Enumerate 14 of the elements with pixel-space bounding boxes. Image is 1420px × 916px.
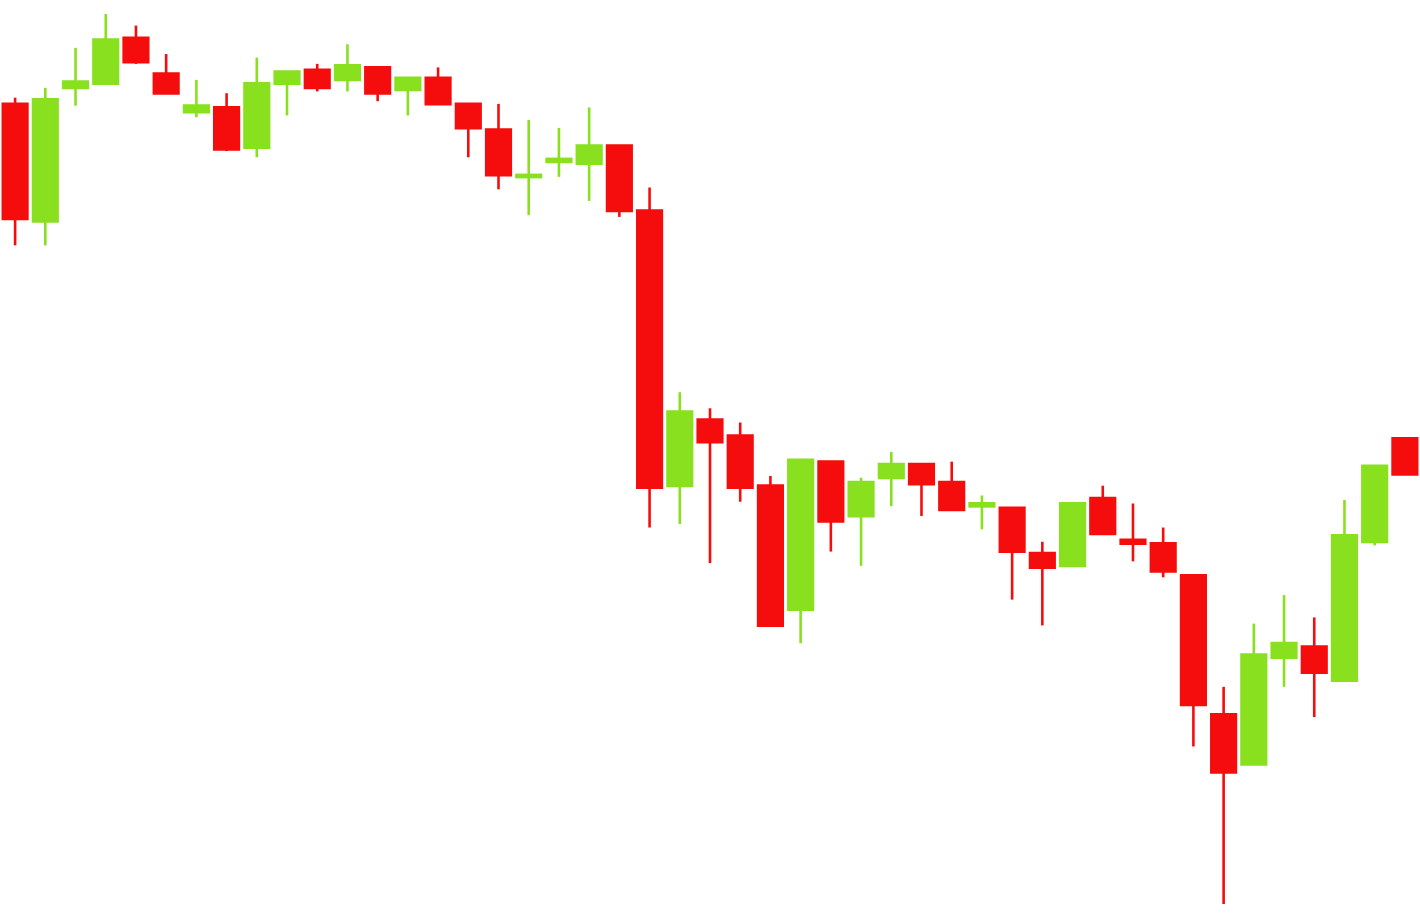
candlestick bbox=[1391, 437, 1419, 476]
candlestick bbox=[303, 62, 331, 93]
candlestick bbox=[333, 42, 362, 93]
candlestick bbox=[364, 65, 392, 103]
candlestick bbox=[152, 52, 180, 95]
candlestick bbox=[394, 76, 422, 117]
candlestick bbox=[213, 91, 241, 153]
candlestick bbox=[182, 78, 210, 119]
candlestick bbox=[1089, 484, 1117, 536]
candlestick bbox=[877, 450, 905, 508]
candlestick bbox=[847, 476, 875, 568]
candlestick bbox=[968, 494, 996, 531]
candlestick bbox=[1300, 616, 1328, 719]
candlestick bbox=[122, 24, 150, 66]
